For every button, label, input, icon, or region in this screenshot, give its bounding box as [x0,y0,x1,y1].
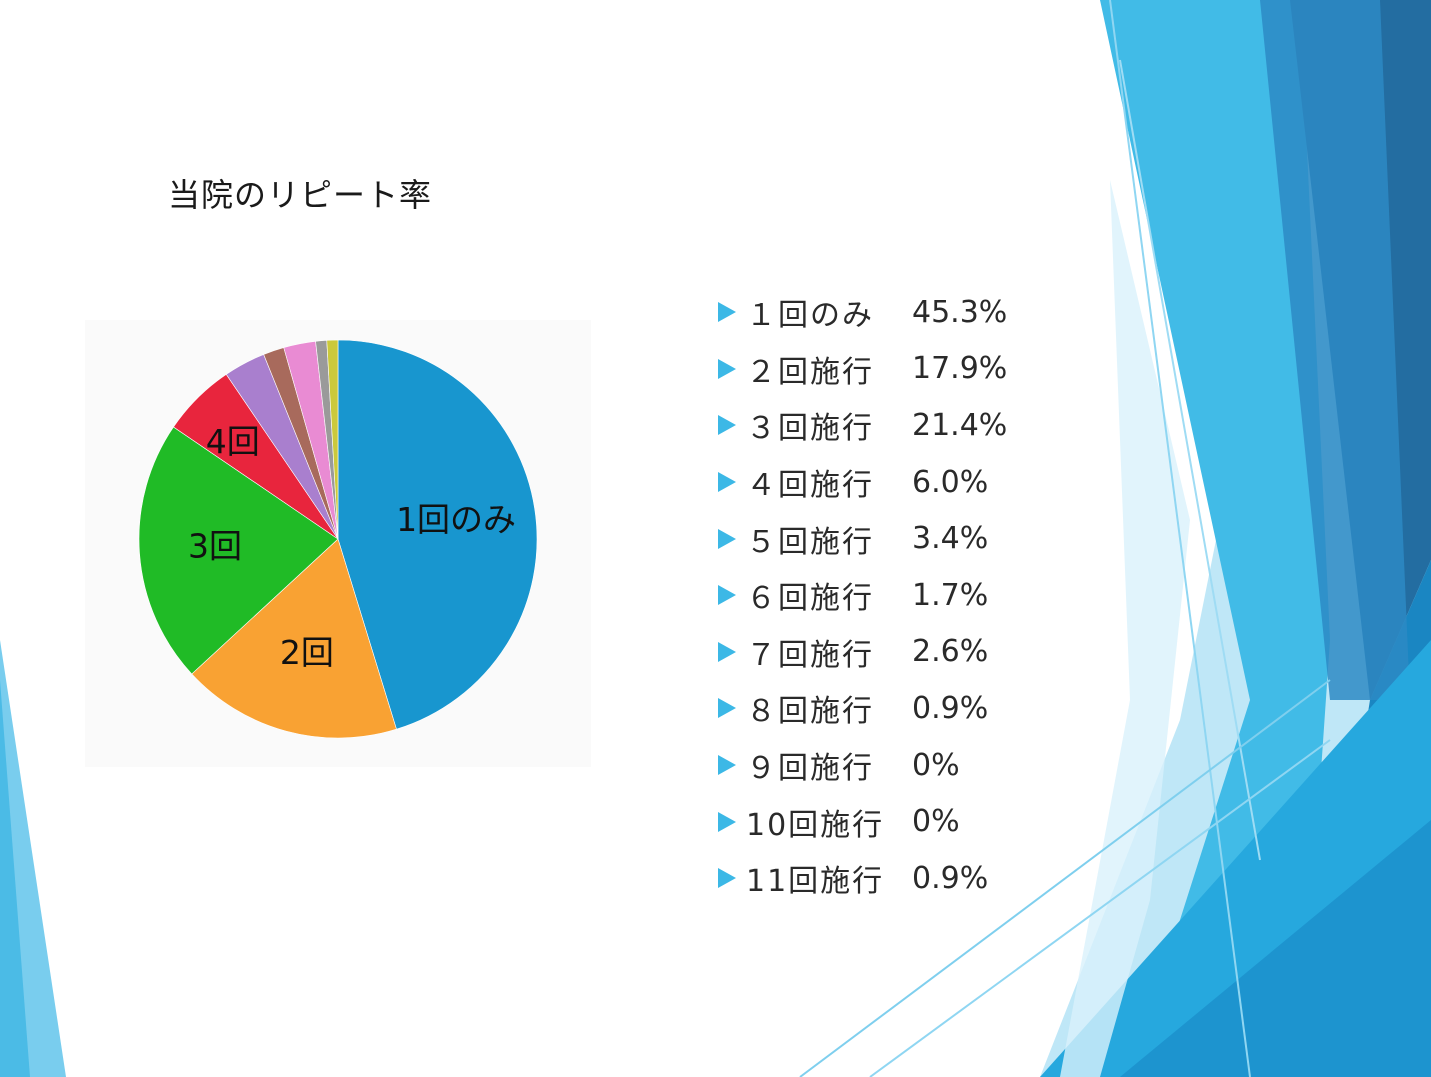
stat-label: ８回施行 [746,694,874,730]
page-title: 当院のリピート率 [168,176,433,214]
stat-label: ３回施行 [746,411,874,447]
stat-label: ７回施行 [746,637,874,673]
bullet-triangle-icon [718,811,736,832]
stat-row: ３回施行 21.4% [718,397,1032,454]
stat-value: 0% [912,747,960,783]
stat-label: ４回施行 [746,468,874,504]
pie-label-1: 1回のみ [396,500,516,539]
pie-slice-1 [337,339,538,730]
stat-row: ８回施行 0.9% [718,680,1032,737]
pie-slice-11 [326,339,339,540]
stat-value: 1.7% [912,577,989,613]
stat-label: 10回施行 [746,807,885,843]
stat-label: ５回施行 [746,524,874,560]
stat-row: ７回施行 2.6% [718,624,1032,681]
bullet-triangle-icon [718,868,736,889]
pie-chart-panel: 1回のみ 2回 3回 4回 [85,320,591,767]
pie-label-2: 2回 [280,633,334,672]
bullet-triangle-icon [718,528,736,549]
stat-row: ２回施行 17.9% [718,341,1032,398]
stat-label: ９回施行 [746,751,874,787]
stat-value: 21.4% [912,407,1008,443]
stat-row: 10回施行 0% [718,793,1032,850]
bullet-triangle-icon [718,698,736,719]
repeat-rate-list: １回のみ 45.3% ２回施行 17.9% ３回施行 21.4% ４回施行 6.0% ５回施行 3… [718,284,1032,907]
stat-label: ２回施行 [746,354,874,390]
bullet-triangle-icon [718,641,736,662]
bullet-triangle-icon [718,585,736,606]
pie-slice-2 [191,538,397,739]
bullet-triangle-icon [718,358,736,379]
stat-value: 0.9% [912,690,989,726]
bullet-triangle-icon [718,755,736,776]
stat-row: ６回施行 1.7% [718,567,1032,624]
bullet-triangle-icon [718,472,736,493]
stat-label: ６回施行 [746,581,874,617]
pie-slice-3 [138,426,339,675]
stat-row: 11回施行 0.9% [718,850,1032,907]
stat-row: １回のみ 45.3% [718,284,1032,341]
pie-chart: 1回のみ 2回 3回 4回 [138,339,538,739]
stat-value: 6.0% [912,464,989,500]
pie-label-3: 3回 [188,527,242,566]
stat-value: 17.9% [912,351,1008,387]
stat-row: ４回施行 6.0% [718,454,1032,511]
stat-value: 2.6% [912,634,989,670]
stat-row: ５回施行 3.4% [718,510,1032,567]
stat-label: 11回施行 [746,864,885,900]
stat-value: 0% [912,804,960,840]
bullet-triangle-icon [718,302,736,323]
stat-value: 3.4% [912,521,989,557]
bullet-triangle-icon [718,415,736,436]
stat-value: 0.9% [912,860,989,896]
stat-row: ９回施行 0% [718,737,1032,794]
stat-label: １回のみ [746,298,874,334]
pie-label-4: 4回 [206,422,260,461]
stat-value: 45.3% [912,294,1008,330]
